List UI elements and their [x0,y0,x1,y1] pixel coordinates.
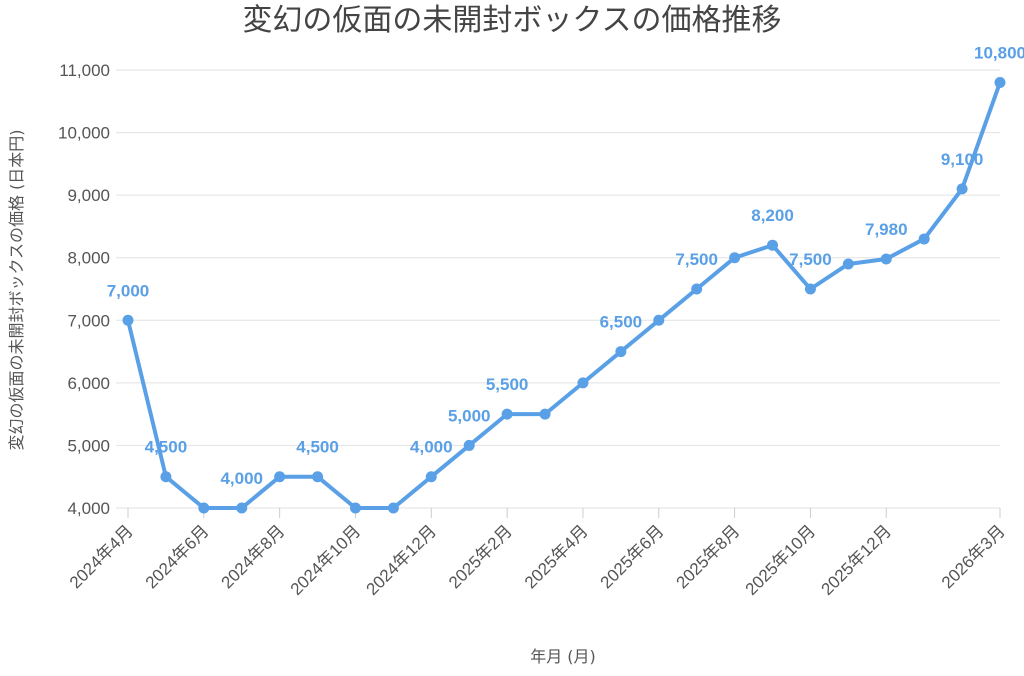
x-tick-label: 2024年4月 [66,521,137,592]
y-tick-label: 4,000 [67,499,110,518]
data-label: 6,500 [600,313,643,332]
data-point [880,253,892,265]
y-tick-label: 10,000 [58,124,110,143]
data-label: 8,200 [751,206,794,225]
data-label: 10,800 [974,44,1024,63]
x-tick-label: 2024年10月 [287,521,365,599]
x-axis-title: 年月 (月) [530,647,596,666]
x-tick-label: 2025年8月 [673,521,744,592]
data-point [918,233,930,245]
data-point [539,408,551,420]
y-tick-label: 6,000 [67,374,110,393]
data-label: 7,980 [865,220,908,239]
data-point [312,471,324,483]
data-label: 4,000 [410,438,453,457]
data-point [691,283,703,295]
y-tick-label: 7,000 [67,311,110,330]
data-label: 7,000 [107,281,150,300]
data-label: 5,000 [448,406,491,425]
data-point [198,502,210,514]
data-point [804,283,816,295]
data-label: 7,500 [789,250,832,269]
data-label: 7,500 [675,250,718,269]
data-label: 9,100 [941,150,984,169]
x-tick-label: 2025年6月 [597,521,668,592]
data-point [956,183,968,195]
data-point [349,502,361,514]
x-tick-label: 2024年12月 [363,521,441,599]
data-point [387,502,399,514]
y-axis-title: 変幻の仮面の未開封ボックスの価格 (日本円) [7,129,26,450]
data-label: 4,500 [145,438,188,457]
data-label: 5,500 [486,375,529,394]
data-point [577,377,589,389]
data-labels: 7,000 4,500 4,000 4,500 4,000 5,000 5,500 6,500… [107,44,1024,488]
data-point [842,258,854,270]
x-tick-label: 2026年3月 [938,521,1009,592]
y-tick-label: 9,000 [67,186,110,205]
data-point [501,408,513,420]
data-point [425,471,437,483]
x-tick-label: 2025年4月 [521,521,592,592]
x-tick-label: 2024年8月 [218,521,289,592]
grid-lines [116,69,1000,509]
data-point [463,439,475,451]
data-point [729,252,741,264]
chart-title: 変幻の仮面の未開封ボックスの価格推移 [242,3,781,38]
data-point [767,239,779,251]
data-label: 4,000 [220,469,263,488]
x-tick-label: 2025年2月 [445,521,516,592]
data-point [122,314,134,326]
data-point [236,502,248,514]
x-tick-label: 2025年12月 [817,521,895,599]
data-point [653,314,665,326]
data-point [994,77,1006,89]
series-line [126,80,1002,510]
data-label: 4,500 [296,438,339,457]
x-tick-label: 2025年10月 [742,521,820,599]
data-point [615,346,627,358]
y-tick-label: 11,000 [59,61,110,80]
y-axis-ticks: 4,000 5,000 6,000 7,000 8,000 9,000 10,000 11,0… [58,61,110,518]
data-points [122,77,1006,514]
data-point [274,471,286,483]
data-point [160,471,172,483]
x-tick-label: 2024年6月 [142,521,213,592]
y-tick-label: 5,000 [67,436,110,455]
y-tick-label: 8,000 [67,249,110,268]
